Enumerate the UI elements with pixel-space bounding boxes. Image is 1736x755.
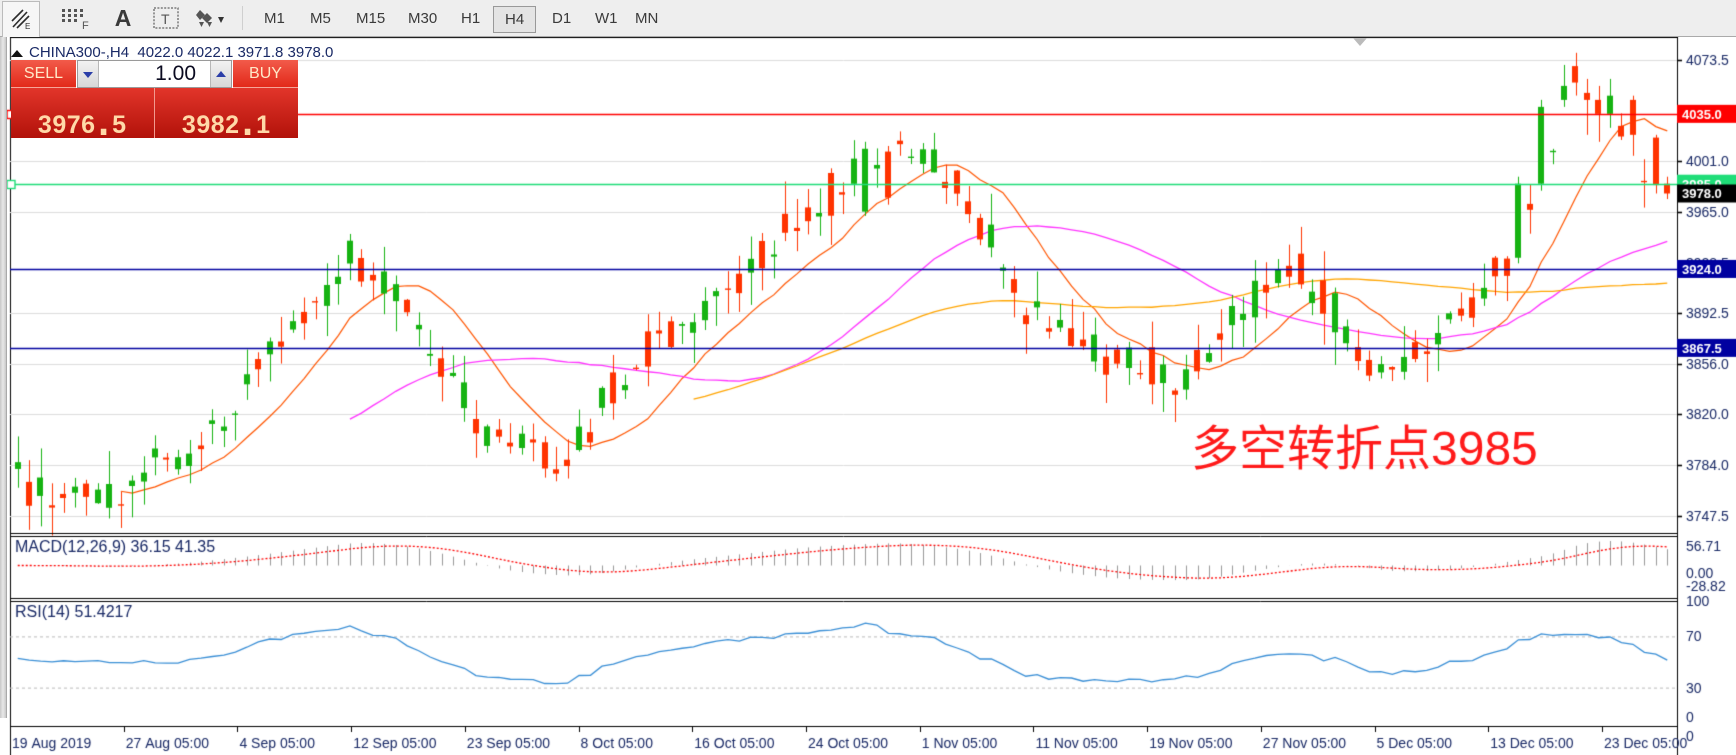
svg-text:E: E — [25, 22, 30, 31]
svg-text:F: F — [82, 20, 89, 30]
svg-text:T: T — [161, 11, 170, 27]
